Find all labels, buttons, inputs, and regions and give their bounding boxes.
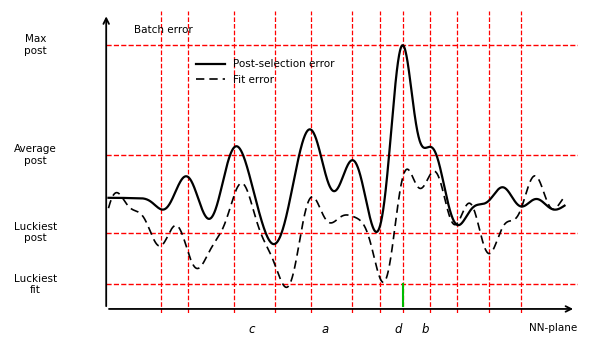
Text: c: c	[249, 323, 255, 336]
Text: Average
post: Average post	[14, 144, 57, 166]
Text: d: d	[394, 323, 402, 336]
Text: Luckiest
post: Luckiest post	[14, 222, 57, 244]
Text: NN-plane: NN-plane	[529, 323, 577, 333]
Legend: Post-selection error, Fit error: Post-selection error, Fit error	[192, 55, 339, 89]
Text: Luckiest
fit: Luckiest fit	[14, 274, 57, 295]
Text: a: a	[322, 323, 329, 336]
Text: Batch error: Batch error	[133, 25, 192, 35]
Text: Max
post: Max post	[24, 35, 47, 56]
Text: b: b	[422, 323, 429, 336]
